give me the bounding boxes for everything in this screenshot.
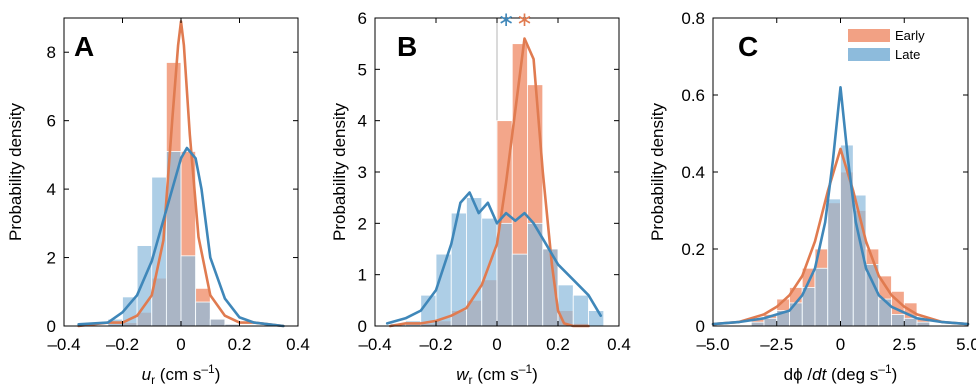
hist-bar-late: [588, 310, 605, 327]
y-tick-label: 3: [358, 163, 367, 182]
hist-bar-late: [195, 301, 211, 327]
curve-late: [77, 146, 285, 328]
hist-bar-late: [903, 317, 918, 327]
hist-bar-late: [814, 267, 829, 327]
panel-c: –5.0 –2.5 0 2.5 5.0 0 0.2 0.4 0.6 0.8 Probability …: [648, 9, 976, 384]
y-axis-label: Probability density: [6, 103, 25, 241]
x-tick-label: –5.0: [696, 335, 729, 354]
x-tick-label: 5.0: [956, 335, 976, 354]
hist-bar-late: [763, 317, 778, 327]
hist-bar-late: [511, 253, 528, 327]
curve-late: [385, 191, 603, 325]
y-tick-label: 0: [358, 317, 367, 336]
x-tick-label: 2.5: [892, 335, 916, 354]
y-tick-label: 6: [358, 9, 367, 28]
hist-bar-late: [827, 198, 841, 327]
y-tick-label: 2: [358, 214, 367, 233]
y-tick-label: 0.2: [681, 240, 705, 259]
y-tick-label: 5: [358, 60, 367, 79]
y-tick-label: 0.8: [681, 9, 705, 28]
x-tick-label: 0.4: [286, 335, 310, 354]
hist-bar-late: [209, 318, 226, 327]
x-tick-label: –0.2: [106, 335, 139, 354]
x-tick-label: –0.2: [419, 335, 452, 354]
panel-label: B: [397, 31, 417, 62]
x-tick-label: 0: [836, 335, 845, 354]
curve-early: [388, 37, 590, 328]
curve-late: [711, 86, 970, 326]
hist-bar-late: [557, 284, 574, 327]
y-tick-label: 6: [47, 112, 56, 131]
legend-swatch-early: [848, 29, 890, 42]
hist-bar-late: [916, 321, 931, 327]
legend-label-late: Late: [895, 47, 920, 62]
x-tick-label: 0.2: [546, 335, 570, 354]
x-axis-label: wr (cm s–1): [456, 362, 538, 386]
hist-bar-late: [572, 294, 589, 327]
y-tick-label: 0.4: [681, 163, 705, 182]
legend-swatch-late: [848, 48, 890, 61]
panel-label: A: [74, 31, 94, 62]
curve-early: [711, 147, 970, 326]
significance-marker-early: ∗: [516, 9, 533, 31]
x-tick-label: 0.4: [607, 335, 631, 354]
legend-label-early: Early: [895, 28, 925, 43]
curve-early: [77, 20, 285, 328]
x-tick-label: 0.2: [228, 335, 252, 354]
x-tick-label: –0.4: [358, 335, 391, 354]
x-tick-label: 0: [176, 335, 185, 354]
y-tick-label: 8: [47, 43, 56, 62]
hist-bar-late: [481, 217, 498, 327]
y-axis-label: Probability density: [330, 103, 349, 241]
hist-bar-late: [180, 255, 197, 327]
x-tick-label: 0: [492, 335, 501, 354]
x-axis-label: ur (cm s–1): [142, 362, 221, 386]
hist-bar-late: [527, 222, 544, 327]
significance-marker-late: ∗: [498, 9, 515, 31]
y-tick-label: 0: [47, 317, 56, 336]
y-tick-label: 4: [358, 112, 367, 131]
x-axis-label: dϕ /dt (deg s–1): [784, 362, 898, 384]
hist-bar-late: [891, 314, 905, 327]
panel-b: –0.4 –0.2 0 0.2 0.4 0 1 2 3 4 5 6 Probability densit…: [330, 9, 631, 386]
hist-bar-late: [878, 298, 892, 327]
y-tick-label: 4: [47, 180, 56, 199]
panel-a: –0.4 –0.2 0 0.2 0.4 0 2 4 6 8 Probability density u…: [6, 17, 310, 386]
y-axis-label: Probability density: [648, 103, 667, 241]
y-tick-label: 0.6: [681, 86, 705, 105]
hist-bar-late: [750, 321, 765, 327]
panel-label: C: [738, 31, 758, 62]
hist-bar-late: [496, 222, 513, 327]
y-tick-label: 0: [696, 317, 705, 336]
x-tick-label: –2.5: [760, 335, 793, 354]
x-tick-label: –0.4: [47, 335, 80, 354]
y-tick-label: 2: [47, 249, 56, 268]
y-tick-label: 1: [358, 266, 367, 285]
